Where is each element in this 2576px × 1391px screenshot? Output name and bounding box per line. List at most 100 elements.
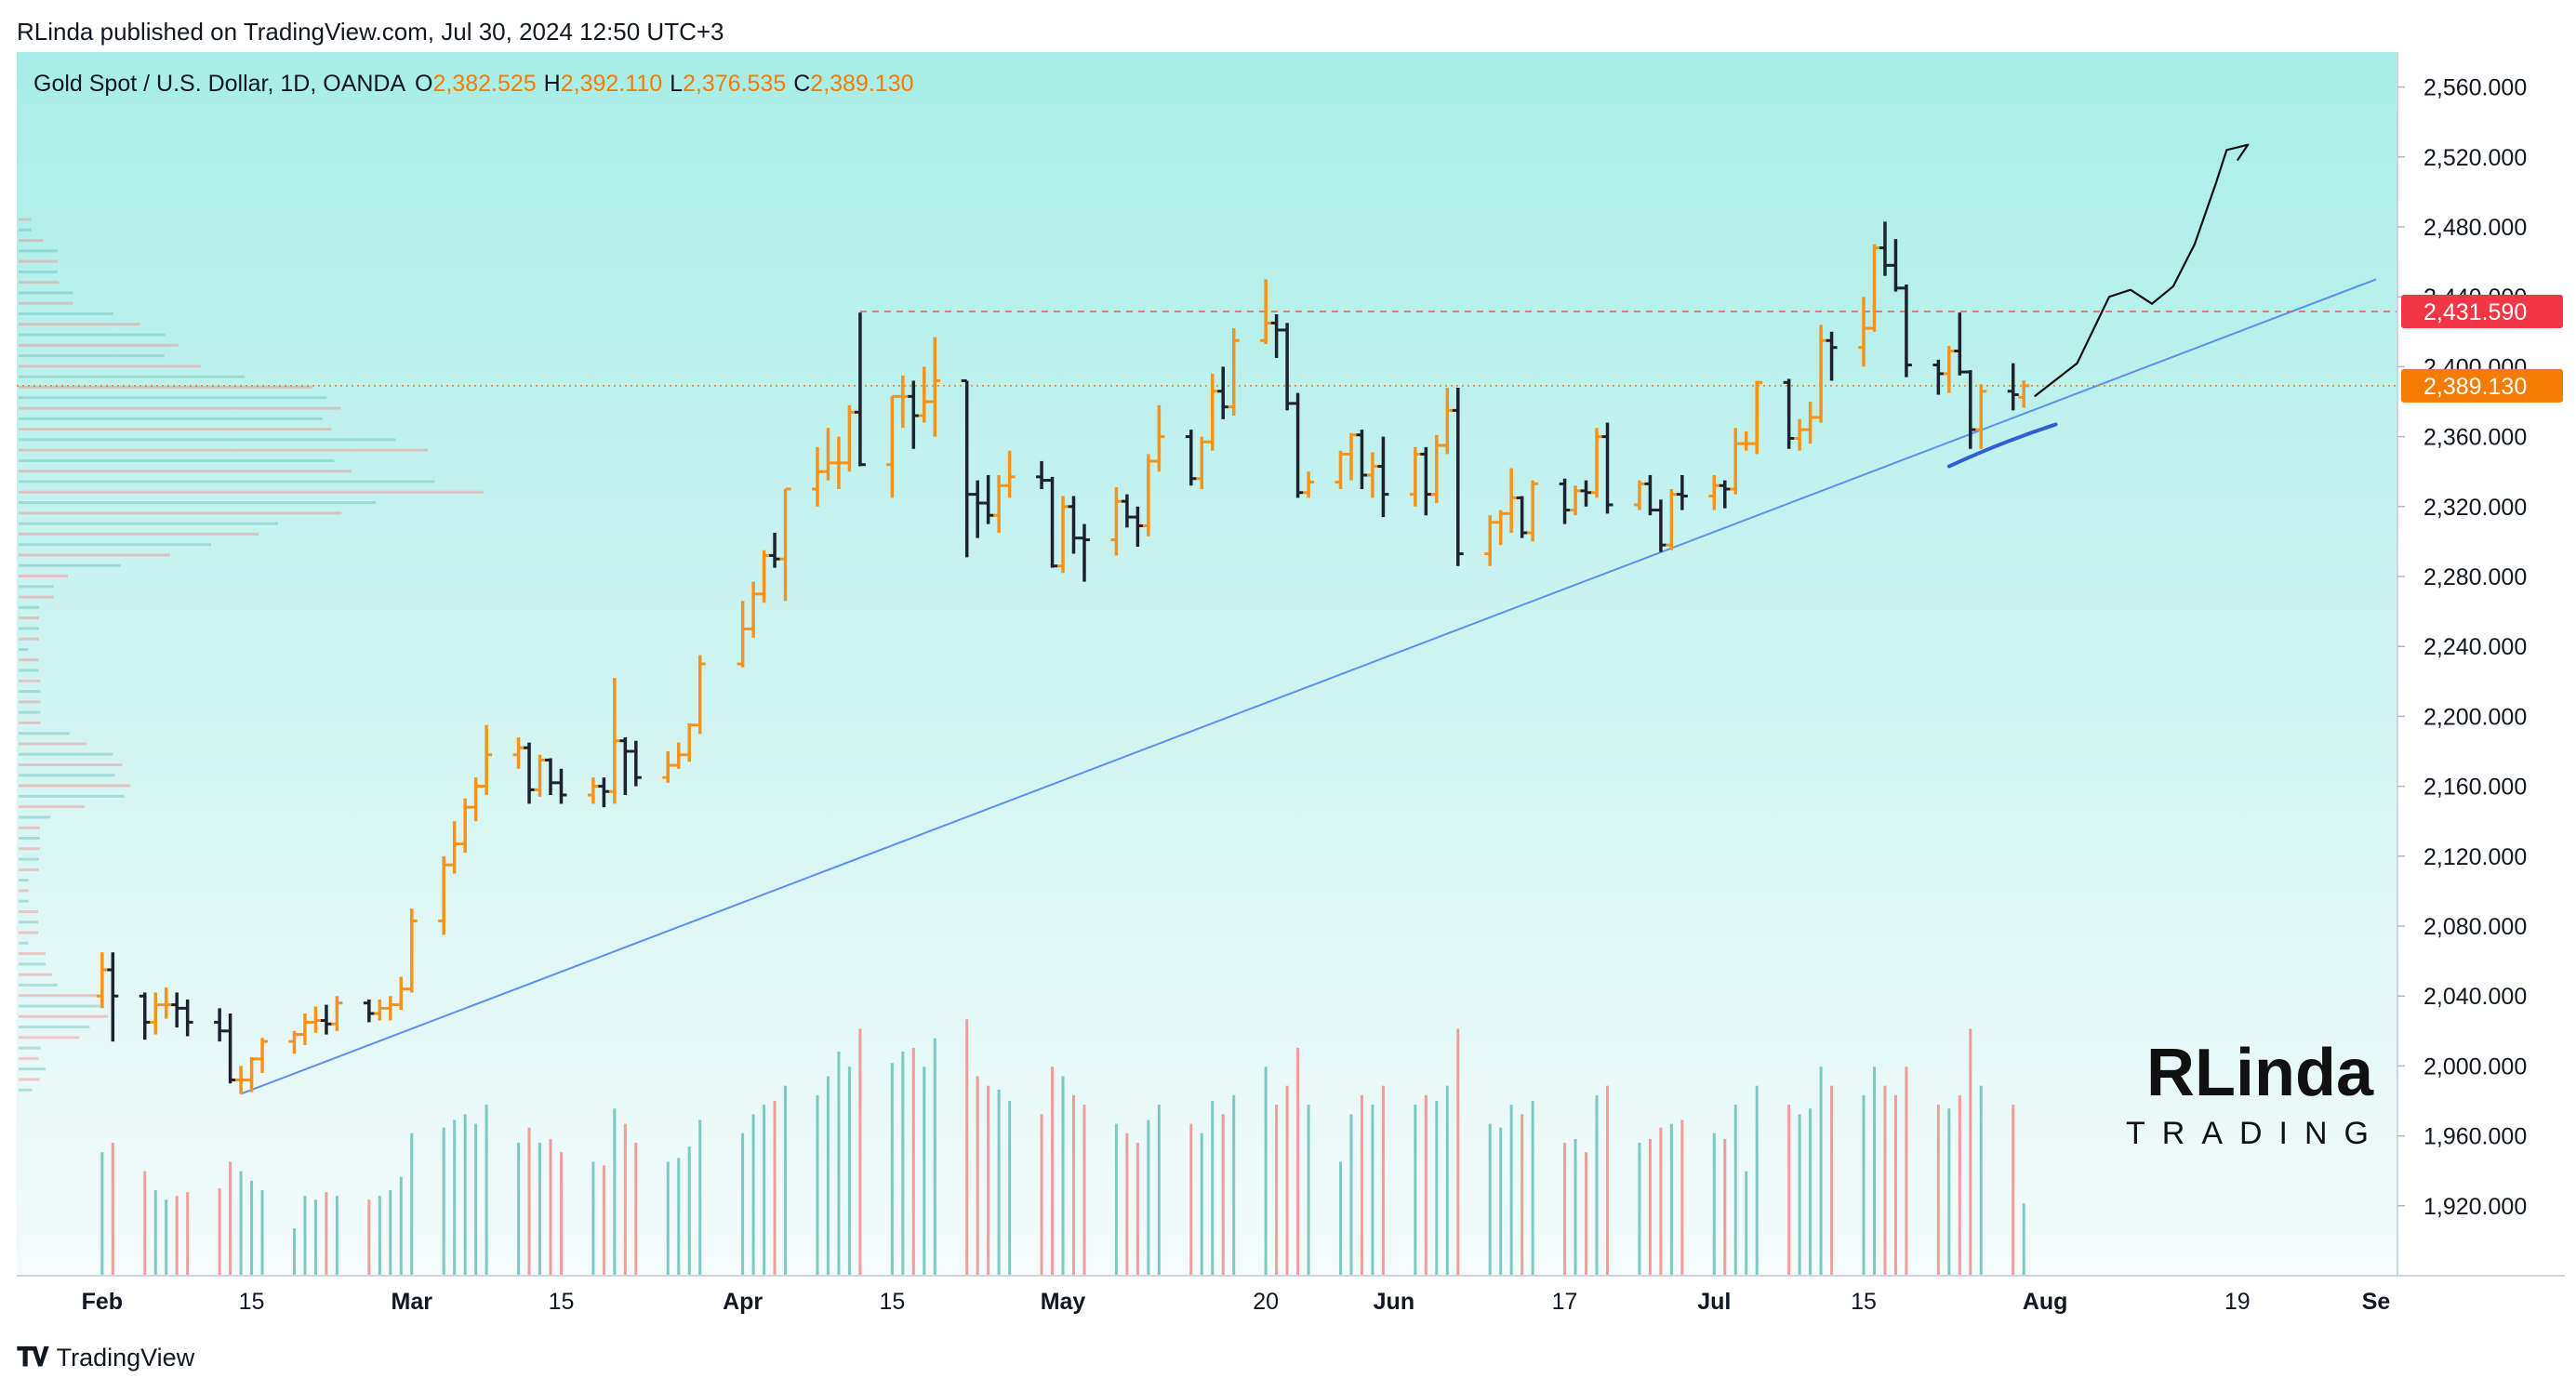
volume-bar (1414, 1105, 1417, 1276)
ohlc-bar (150, 992, 162, 1035)
ohlc-bar (1644, 474, 1656, 516)
volume-profile-bar (19, 679, 41, 682)
volume-bar (1745, 1171, 1748, 1276)
time-axis-label: Feb (82, 1289, 123, 1315)
volume-profile-bar (19, 952, 46, 956)
volume-bar (1893, 1094, 1897, 1276)
ohlc-bar (1366, 452, 1378, 498)
legend-value-L: 2,376.535 (683, 71, 786, 97)
volume-profile-bar (19, 406, 341, 410)
volume-profile-bar (19, 774, 115, 777)
volume-profile-bar (19, 291, 73, 295)
ohlc-bar (438, 855, 450, 935)
volume-profile-bar (19, 1056, 39, 1060)
volume-bar (1669, 1123, 1673, 1276)
chart-container[interactable]: RLinda TRADING Gold Spot / U.S. Dollar, … (17, 52, 2565, 1326)
tradingview-footer[interactable]: 𝐓𝐕 TradingView (17, 1339, 194, 1376)
volume-profile-bar (19, 962, 46, 966)
ohlc-bar (470, 777, 482, 822)
volume-bar (1585, 1152, 1588, 1276)
ohlc-bar (1132, 506, 1144, 548)
ohlc-bar (1409, 446, 1421, 507)
volume-bar (1809, 1108, 1812, 1276)
ohlc-bar (524, 742, 536, 804)
ohlc-bar (684, 722, 696, 762)
volume-profile-bar (19, 323, 140, 326)
price-chart-svg[interactable]: RLinda TRADING Gold Spot / U.S. Dollar, … (17, 52, 2565, 1326)
ohlc-bar (1430, 434, 1442, 504)
volume-layer (100, 1019, 2025, 1276)
time-axis-label: 15 (549, 1289, 575, 1315)
volume-profile-bar (19, 343, 179, 347)
ohlc-bar (1964, 370, 1976, 449)
ohlc-bar (299, 1013, 311, 1045)
volume-bar (634, 1143, 638, 1276)
volume-bar (1189, 1123, 1193, 1276)
volume-bar (186, 1192, 190, 1276)
ohlc-bar (630, 740, 642, 787)
time-axis-label: 15 (879, 1289, 905, 1315)
time-axis[interactable]: Feb 15 Mar 15 Apr 15 May 20 Jun 17 Jul 15 Aug 19 Se (82, 1289, 2391, 1315)
volume-bar (292, 1227, 296, 1276)
volume-profile-bar (19, 752, 113, 756)
ohlc-bar (832, 436, 844, 489)
volume-profile-bar (19, 710, 41, 714)
ohlc-bar (758, 550, 770, 603)
volume-bar (1424, 1094, 1427, 1276)
volume-bar (1157, 1105, 1161, 1276)
volume-bar (1733, 1105, 1737, 1276)
publish-info-text: RLinda published on TradingView.com, Jul… (17, 18, 724, 46)
chart-title: Gold Spot / U.S. Dollar, 1D, OANDA (33, 71, 405, 97)
volume-bar (474, 1123, 478, 1276)
volume-bar (1830, 1085, 1834, 1276)
volume-bar (677, 1158, 681, 1276)
volume-profile-bar (19, 742, 86, 746)
ohlc-bar (1868, 244, 1880, 332)
ohlc-bar (1153, 404, 1165, 472)
volume-profile-bar (19, 658, 39, 662)
ohlc-bar (1420, 446, 1432, 516)
volume-profile-bar (19, 815, 50, 819)
legend-value-H: 2,392.110 (561, 71, 662, 97)
ohlc-bar (2018, 380, 2030, 408)
volume-bar (613, 1108, 617, 1276)
volume-bar (1072, 1094, 1076, 1276)
volume-bar (816, 1094, 819, 1276)
legend-key-H: H (544, 71, 561, 97)
volume-bar (1285, 1085, 1289, 1276)
price-axis-label: 2,280.000 (2423, 564, 2527, 590)
price-axis-label: 2,240.000 (2423, 634, 2527, 660)
ohlc-bar (961, 378, 973, 558)
ohlc-bar (1730, 428, 1742, 495)
volume-bar (751, 1114, 755, 1276)
publish-header: RLinda published on TradingView.com, Jul… (17, 15, 724, 48)
support-arc (1946, 422, 2058, 469)
volume-bar (1723, 1138, 1727, 1276)
time-axis-label: Mar (392, 1289, 433, 1315)
ohlc-bar (1890, 239, 1902, 292)
volume-profile-bar (19, 543, 212, 547)
volume-bar (1563, 1143, 1567, 1276)
volume-bar (367, 1199, 371, 1276)
volume-bar (923, 1066, 926, 1276)
volume-bar (901, 1051, 905, 1276)
volume-profile-bar (19, 700, 41, 704)
volume-bar (313, 1199, 317, 1276)
volume-bar (1883, 1085, 1887, 1276)
volume-profile-bar (19, 847, 40, 851)
ohlc-bar (448, 821, 460, 874)
ohlc-bar (1206, 373, 1218, 451)
ohlc-bar (1666, 489, 1678, 550)
price-axis[interactable]: 2,560.0002,520.0002,480.0002,440.0002,40… (2397, 75, 2527, 1220)
volume-bar (826, 1076, 830, 1276)
ohlc-bar (1046, 476, 1058, 568)
ohlc-bar (1003, 450, 1016, 498)
price-axis-label: 2,480.000 (2423, 215, 2527, 241)
volume-profile-bar (19, 616, 40, 620)
ohlc-bar (160, 987, 172, 1019)
volume-bar (763, 1105, 766, 1276)
volume-bar (911, 1047, 915, 1276)
volume-profile-bar (19, 458, 335, 462)
time-axis-label: Jul (1697, 1289, 1731, 1315)
ohlc-bar (1751, 380, 1763, 455)
